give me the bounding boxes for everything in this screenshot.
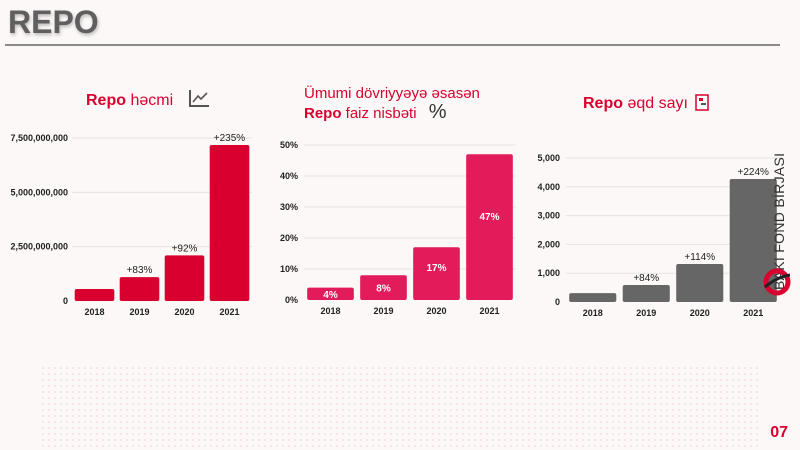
x-tick-label: 2020 — [174, 307, 194, 317]
page-number: 07 — [770, 424, 788, 441]
data-label: +92% — [172, 243, 198, 254]
x-tick-label: 2019 — [636, 308, 656, 318]
bar-2019 — [360, 275, 407, 300]
bar-2019 — [119, 277, 160, 301]
x-tick-label: 2018 — [84, 307, 104, 317]
data-label: +235% — [214, 133, 246, 144]
title-line1: Ümumi dövriyyəyə əsasən — [304, 85, 480, 102]
x-tick-label: 2019 — [373, 306, 393, 316]
page-title: REPO — [8, 4, 99, 40]
bar-2019 — [622, 285, 670, 302]
title-rest: faiz nisbəti — [341, 105, 417, 122]
y-tick-label: 5,000 — [537, 153, 560, 163]
line-chart-icon — [188, 90, 209, 107]
y-tick-label: 1,000 — [537, 268, 560, 278]
title-rest: əqd sayı — [623, 95, 688, 112]
title-bold: Repo — [304, 105, 342, 122]
data-label: 8% — [376, 284, 391, 295]
logo-swirl-icon — [763, 268, 791, 296]
bar-2020 — [164, 255, 205, 301]
data-label: 47% — [479, 212, 499, 223]
y-tick-label: 2,000 — [537, 239, 560, 249]
bar-2021 — [729, 179, 777, 302]
bar-2018 — [307, 287, 354, 300]
chart-title-volume: Repo həcmi — [86, 88, 210, 110]
bar-2020 — [413, 247, 460, 300]
title-rest: həcmi — [126, 92, 174, 109]
y-tick-label: 30% — [280, 202, 298, 212]
x-tick-label: 2018 — [583, 308, 603, 318]
bfb-logo: BAKI FOND BİRJASI — [762, 153, 796, 300]
y-tick-label: 0 — [555, 297, 560, 307]
data-label: +84% — [633, 273, 659, 284]
bar-2020 — [676, 263, 724, 302]
x-tick-label: 2020 — [690, 308, 710, 318]
y-tick-label: 4,000 — [537, 182, 560, 192]
y-tick-label: 0 — [63, 296, 68, 306]
x-tick-label: 2021 — [743, 308, 763, 318]
data-label: +224% — [738, 167, 770, 178]
y-tick-label: 40% — [280, 171, 298, 181]
data-label: +83% — [127, 265, 153, 276]
bar-2021 — [466, 154, 513, 300]
bar-2018 — [74, 289, 115, 301]
x-tick-label: 2021 — [219, 307, 239, 317]
bar-2018 — [569, 293, 617, 302]
bar-2021 — [209, 144, 250, 301]
x-tick-label: 2021 — [479, 306, 499, 316]
data-label: +114% — [684, 252, 715, 263]
document-icon — [695, 94, 710, 111]
y-tick-label: 5,000,000,000 — [10, 187, 68, 197]
data-label: 4% — [323, 290, 338, 301]
data-label: 17% — [426, 263, 446, 274]
y-tick-label: 50% — [280, 140, 298, 150]
y-tick-label: 7,500,000,000 — [10, 133, 68, 143]
percent-icon: % — [428, 101, 447, 123]
x-tick-label: 2020 — [426, 306, 446, 316]
chart-title-share: Ümumi dövriyyəyə əsasən Repo faiz nisbət… — [304, 84, 480, 123]
y-tick-label: 3,000 — [537, 211, 560, 221]
title-divider — [5, 44, 780, 46]
y-tick-label: 20% — [280, 233, 298, 243]
y-tick-label: 0% — [285, 295, 298, 305]
y-tick-label: 10% — [280, 264, 298, 274]
dot-pattern-decoration — [40, 365, 760, 450]
y-tick-label: 2,500,000,000 — [10, 242, 68, 252]
title-bold: Repo — [86, 92, 126, 109]
chart-title-count: Repo əqd sayı — [583, 94, 710, 113]
x-tick-label: 2019 — [129, 307, 149, 317]
x-tick-label: 2018 — [320, 306, 340, 316]
title-bold: Repo — [583, 95, 623, 112]
